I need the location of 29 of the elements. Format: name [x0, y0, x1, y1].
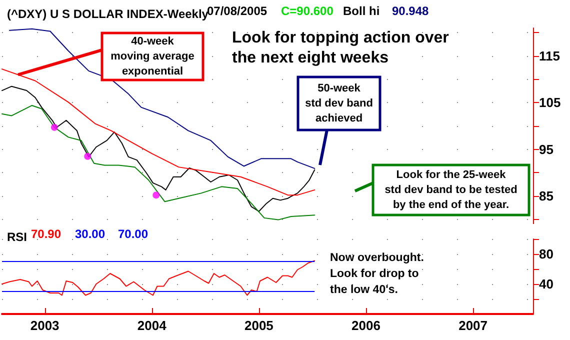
chart-title: RSI — [7, 230, 28, 244]
y-tick-label: 80 — [539, 246, 554, 262]
annotation: Now overbought. Look for drop to the low 40's. — [330, 252, 424, 296]
x-tick-label: 2005 — [244, 318, 274, 333]
annotation: Look for topping action over the next eight weeks — [232, 30, 449, 66]
annotation: 30.00 — [75, 227, 106, 241]
y-tick-label: 85 — [539, 188, 554, 204]
x-tick-label: 2004 — [137, 318, 168, 333]
annotation: 50-week std dev band achieved — [305, 82, 373, 124]
point — [152, 192, 160, 199]
annotation: 70.90 — [31, 227, 62, 241]
point — [50, 124, 58, 131]
annotation: Look for the 25-week std dev band to be tested by the end of the year. — [384, 169, 518, 211]
y-tick-label: 95 — [539, 142, 554, 157]
x-tick-label: 2007 — [458, 318, 488, 333]
x-tick-label: 2003 — [30, 318, 60, 333]
y-tick-label: 115 — [539, 48, 560, 64]
text: 90.948 — [392, 4, 430, 18]
text: 07/08/2005 — [207, 4, 268, 18]
x-tick-label: 2006 — [352, 318, 380, 333]
y-tick-label: 105 — [539, 95, 561, 110]
text: C=90.600 — [281, 4, 334, 18]
annotation: 70.00 — [118, 227, 148, 241]
chart-title: (^DXY) U S DOLLAR INDEX-Weekly — [7, 7, 209, 21]
point — [84, 152, 92, 160]
line-series — [2, 260, 316, 296]
y-tick-label: 40 — [539, 276, 554, 292]
text: Boll hi — [343, 4, 380, 18]
annotation: 40-week moving average exponential — [110, 36, 194, 78]
